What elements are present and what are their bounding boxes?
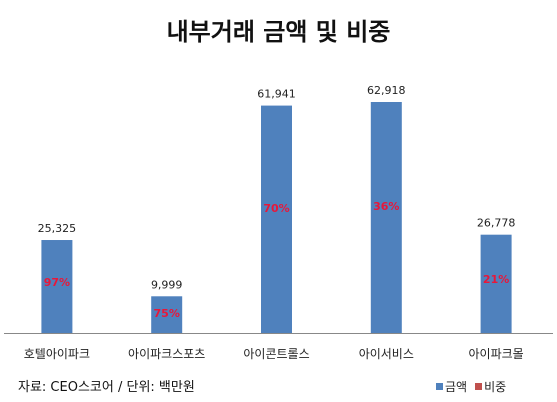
share-label-1: 75% bbox=[154, 307, 180, 320]
chart-title: 내부거래 금액 및 비중 bbox=[166, 18, 391, 46]
source-note: 자료: CEO스코어 / 단위: 백만원 bbox=[18, 380, 195, 395]
value-label-2: 61,941 bbox=[257, 88, 296, 101]
category-label-0: 호텔아이파크 bbox=[24, 347, 90, 361]
share-label-2: 70% bbox=[263, 202, 289, 215]
legend: 금액 비중 bbox=[436, 378, 514, 395]
bar-amount-1 bbox=[151, 296, 183, 333]
legend-item-share: 비중 bbox=[475, 378, 506, 395]
bar-amount-4 bbox=[480, 234, 512, 333]
category-label-1: 아이파크스포츠 bbox=[128, 347, 205, 361]
legend-label-share: 비중 bbox=[484, 380, 507, 394]
category-label-3: 아이서비스 bbox=[359, 347, 414, 361]
bars-group: 25,325 97% 호텔아이파크 9,999 75% 아이파크스포츠 61,941 70% 아… bbox=[24, 84, 524, 361]
share-label-0: 97% bbox=[44, 276, 70, 289]
bar-amount-0 bbox=[41, 240, 73, 333]
legend-item-amount: 금액 bbox=[436, 378, 467, 395]
category-label-4: 아이파크몰 bbox=[468, 347, 523, 361]
legend-swatch-amount bbox=[436, 383, 443, 390]
value-label-0: 25,325 bbox=[38, 222, 77, 235]
legend-label-amount: 금액 bbox=[445, 380, 468, 394]
category-label-2: 아이콘트롤스 bbox=[243, 347, 309, 361]
share-label-4: 21% bbox=[483, 273, 509, 286]
legend-swatch-share bbox=[475, 383, 483, 390]
value-label-4: 26,778 bbox=[477, 217, 516, 230]
value-label-3: 62,918 bbox=[367, 84, 406, 97]
bar-amount-3 bbox=[370, 102, 402, 333]
bar-amount-2 bbox=[261, 105, 292, 333]
value-label-1: 9,999 bbox=[151, 278, 183, 291]
share-label-3: 36% bbox=[373, 200, 399, 213]
